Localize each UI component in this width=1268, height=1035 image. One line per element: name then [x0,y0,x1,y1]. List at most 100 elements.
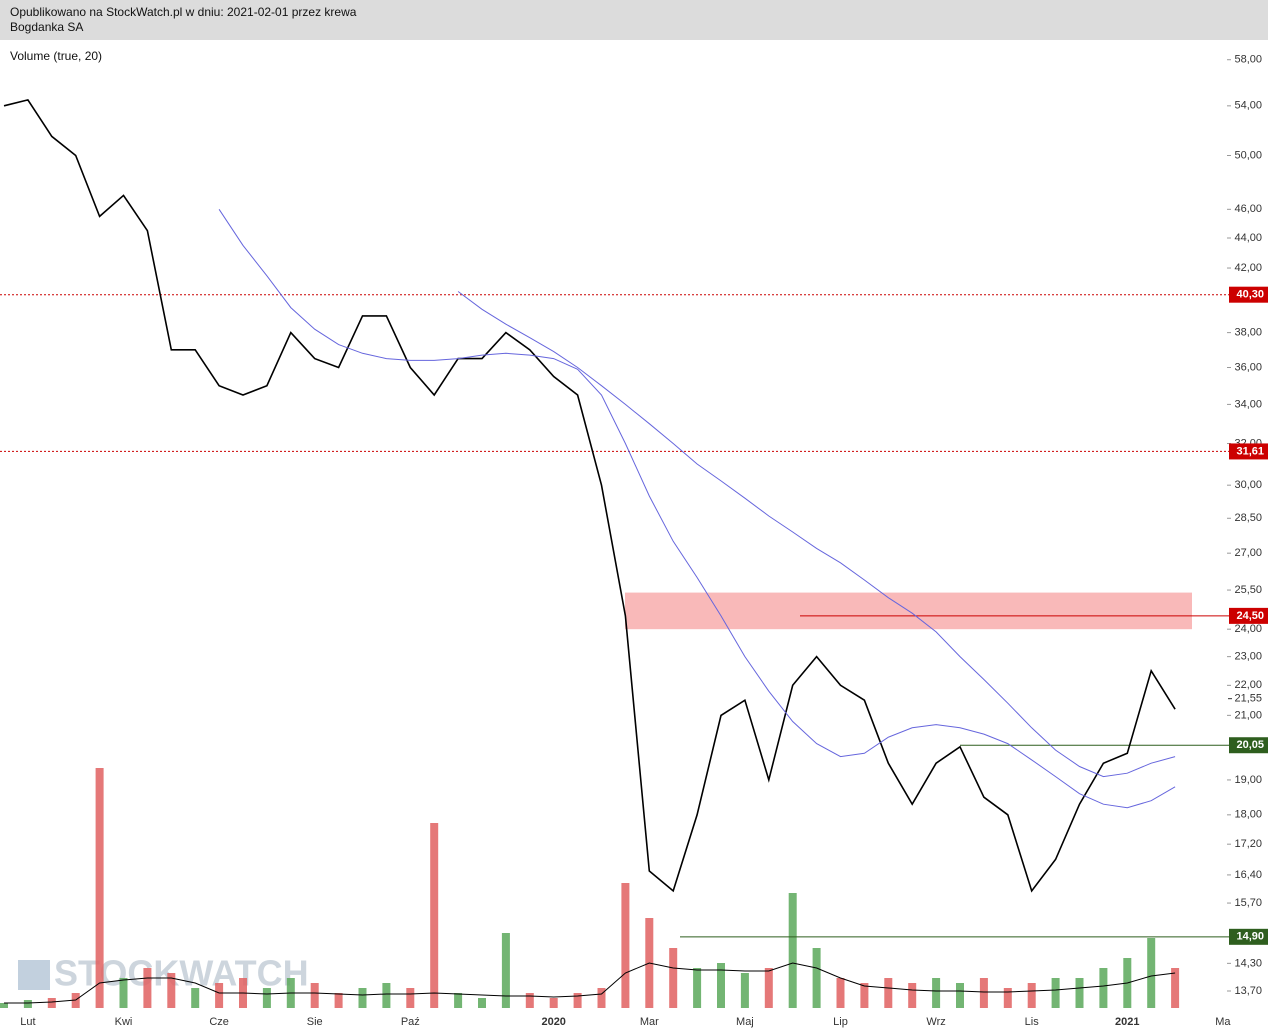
y-tick-label: 36,00 [1234,361,1262,373]
y-tick-label: 19,00 [1234,774,1262,786]
y-tick-label: 22,00 [1234,679,1262,691]
volume-bar [812,948,821,1008]
x-tick-label: 2021 [1115,1016,1139,1028]
level-label: 14,90 [1236,931,1264,943]
volume-bar [47,998,56,1008]
volume-bar [310,983,319,1008]
x-tick-label: Lis [1025,1016,1040,1028]
x-tick-label: 2020 [541,1016,565,1028]
x-tick-label: Lut [20,1016,35,1028]
volume-bar [430,823,439,1008]
volume-bar [884,978,893,1008]
volume-bar [1051,978,1060,1008]
watermark: STOCKWATCH [54,953,309,994]
y-tick-label: 42,00 [1234,262,1262,274]
x-tick-label: Wrz [926,1016,945,1028]
price-line [3,98,1176,893]
y-tick-label: 16,40 [1234,869,1262,881]
y-tick-label: 14,30 [1234,957,1262,969]
y-tick-label: 17,20 [1234,838,1262,850]
volume-bar [95,768,104,1008]
x-tick-label: Sie [307,1016,323,1028]
y-tick-label: 46,00 [1234,203,1262,215]
volume-bar [262,988,271,1008]
volume-label: Volume (true, 20) [10,49,102,63]
volume-bar [454,993,463,1008]
y-tick-label: 44,00 [1234,232,1262,244]
y-tick-label: 58,00 [1234,54,1262,66]
volume-bar [1147,938,1156,1008]
volume-bar [836,978,845,1008]
volume-bar [1027,983,1036,1008]
header-bar [0,0,1268,40]
level-label: 31,61 [1236,445,1264,457]
level-badge [1229,928,1268,945]
y-tick-label: 28,50 [1234,512,1262,524]
volume-bar [1099,968,1108,1008]
volume-bar [621,883,630,1008]
y-tick-label: 50,00 [1234,149,1262,161]
volume-bar [143,968,152,1008]
volume-bar [525,993,534,1008]
y-tick-label: 23,00 [1234,651,1262,663]
volume-bar [382,983,391,1008]
volume-bar [669,948,678,1008]
volume-bar [23,1000,32,1008]
x-tick-label: Ma [1215,1016,1231,1028]
volume-bar [979,978,988,1008]
volume-bar [908,983,917,1008]
volume-bar [119,978,128,1008]
y-tick-label: 25,50 [1234,584,1262,596]
volume-bar [215,983,224,1008]
level-label: 24,50 [1236,610,1264,622]
y-tick-label: 27,00 [1234,547,1262,559]
volume-bar [358,988,367,1008]
logo-icon [18,960,50,990]
y-tick-label: 24,00 [1234,623,1262,635]
volume-bar [717,963,725,1008]
x-tick-label: Lip [833,1016,848,1028]
y-tick-label: 30,00 [1234,479,1262,491]
x-tick-label: Mar [640,1016,659,1028]
volume-bar [764,968,773,1008]
volume-bar [406,988,415,1008]
volume-bar [0,1003,8,1008]
volume-bar [191,988,200,1008]
x-tick-label: Cze [209,1016,229,1028]
volume-bar [788,893,797,1008]
volume-bar [932,978,941,1008]
volume-ma [4,962,1176,1004]
y-tick-label: 38,00 [1234,327,1262,339]
volume-bar [573,993,582,1008]
y-tick-label: 34,00 [1234,398,1262,410]
y-tick-label: 18,00 [1234,809,1262,821]
x-tick-label: Kwi [115,1016,133,1028]
y-tick-label: 54,00 [1234,100,1262,112]
x-tick-label: Paź [401,1016,420,1028]
volume-bar [693,968,702,1008]
volume-bar [549,998,558,1008]
volume-bar [1075,978,1084,1008]
volume-bar [334,993,343,1008]
volume-bar [956,983,964,1008]
published: Opublikowano na StockWatch.pl w dniu: 20… [10,5,357,19]
volume-bar [1171,968,1180,1008]
volume-bar [501,933,510,1008]
level-badge [1229,443,1268,460]
level-badge [1229,607,1268,624]
stock-name: Bogdanka SA [10,20,83,34]
moving-average [457,291,1176,778]
moving-average [218,209,1176,809]
x-tick-label: Maj [736,1016,754,1028]
last-price-label: 21,55 [1234,693,1262,705]
volume-bar [478,998,486,1008]
volume-bar [597,988,606,1008]
level-label: 40,30 [1236,289,1264,301]
volume-bar [167,973,176,1008]
volume-bar [860,983,869,1008]
level-badge [1229,286,1268,303]
y-tick-label: 13,70 [1234,985,1262,997]
level-badge [1229,737,1268,754]
y-tick-label: 15,70 [1234,897,1262,909]
